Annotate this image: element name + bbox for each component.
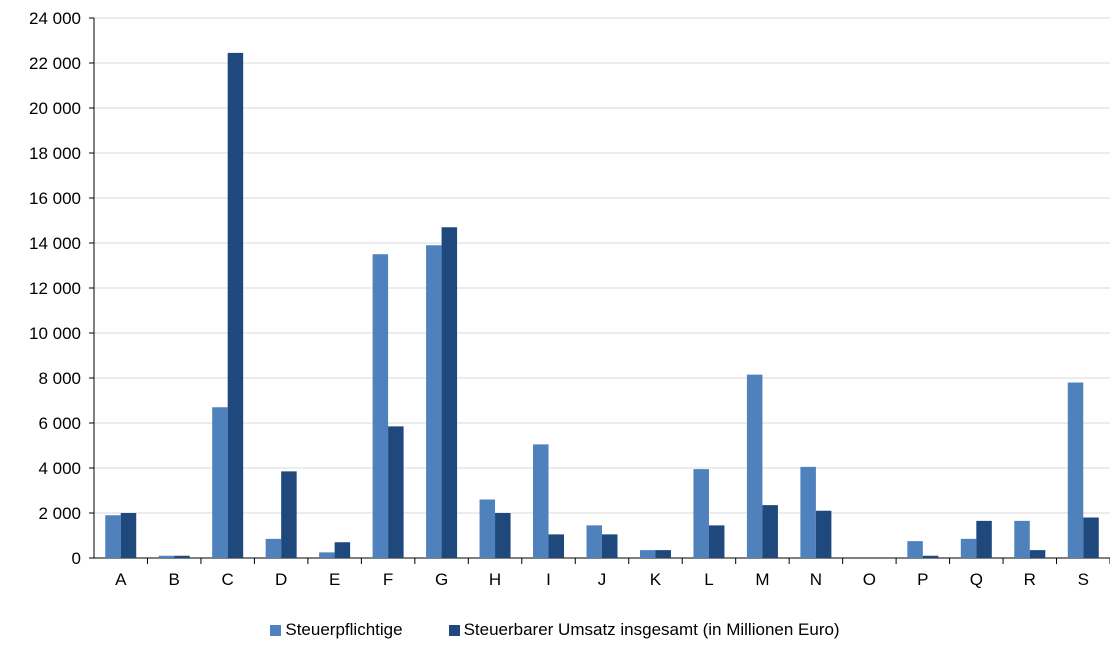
legend-item-series-2: Steuerbarer Umsatz insgesamt (in Million… (448, 620, 840, 640)
bar-Q-series-2 (976, 520, 992, 558)
bar-P-series-2 (922, 555, 939, 558)
bar-C-series-1 (212, 407, 228, 558)
x-tick-label: N (810, 570, 822, 589)
bar-chart: 0 2 000 4 000 6 000 8 000 10 000 12 000 14 000 1… (29, 9, 1110, 589)
bar-C-series-2 (227, 52, 244, 558)
bar-Q-series-1 (960, 538, 977, 558)
legend: Steuerpflichtige Steuerbarer Umsatz insg… (0, 620, 1110, 640)
legend-label: Steuerpflichtige (285, 620, 403, 639)
legend-item-series-1: Steuerpflichtige (270, 620, 403, 640)
bar-A-series-1 (105, 515, 121, 558)
bar-M-series-1 (746, 374, 763, 558)
x-tick-label: Q (970, 570, 983, 589)
bar-J-series-2 (602, 534, 618, 558)
y-tick-label: 22 000 (29, 54, 81, 73)
bar-B-series-1 (158, 555, 175, 558)
bar-L-series-2 (708, 525, 725, 558)
bar-R-series-1 (1014, 520, 1030, 558)
x-tick-label: P (917, 570, 928, 589)
bar-D-series-2 (281, 471, 297, 558)
bar-I-series-2 (548, 534, 565, 558)
x-tick-label: O (863, 570, 876, 589)
bar-H-series-1 (479, 499, 496, 558)
x-tick-label: H (489, 570, 501, 589)
bar-F-series-2 (388, 426, 404, 558)
x-tick-label: G (435, 570, 448, 589)
y-tick-label: 18 000 (29, 144, 81, 163)
x-tick-label: E (329, 570, 340, 589)
bar-G-series-2 (441, 227, 458, 558)
x-tick-label: S (1078, 570, 1089, 589)
x-tick-label: F (383, 570, 393, 589)
bar-M-series-2 (762, 505, 778, 558)
y-tick-label: 16 000 (29, 189, 81, 208)
y-tick-label: 0 (72, 549, 81, 568)
bar-S-series-2 (1083, 517, 1099, 558)
bar-R-series-2 (1029, 550, 1046, 558)
y-tick-label: 2 000 (38, 504, 81, 523)
x-tick-label: J (598, 570, 607, 589)
bar-B-series-2 (174, 555, 190, 558)
legend-swatch (448, 624, 460, 636)
x-tick-label: B (169, 570, 180, 589)
x-tick-label: A (115, 570, 127, 589)
bar-H-series-2 (495, 513, 511, 558)
x-tick-label: C (222, 570, 234, 589)
bar-P-series-1 (907, 541, 923, 558)
legend-swatch (270, 624, 282, 636)
y-tick-label: 20 000 (29, 99, 81, 118)
bar-G-series-1 (426, 245, 442, 558)
legend-label: Steuerbarer Umsatz insgesamt (in Million… (463, 620, 840, 639)
bar-K-series-1 (639, 550, 656, 558)
y-tick-label: 8 000 (38, 369, 81, 388)
x-tick-label: D (275, 570, 287, 589)
bar-N-series-1 (800, 466, 816, 558)
x-tick-label: I (546, 570, 551, 589)
y-tick-label: 12 000 (29, 279, 81, 298)
bar-D-series-1 (265, 538, 282, 558)
bar-F-series-1 (372, 254, 389, 558)
x-tick-label: M (755, 570, 769, 589)
y-tick-label: 4 000 (38, 459, 81, 478)
y-tick-label: 24 000 (29, 9, 81, 28)
x-tick-label: R (1024, 570, 1036, 589)
bar-K-series-2 (655, 550, 671, 558)
y-tick-label: 6 000 (38, 414, 81, 433)
x-tick-label: L (704, 570, 713, 589)
bar-I-series-1 (533, 444, 549, 558)
y-tick-label: 14 000 (29, 234, 81, 253)
bar-E-series-1 (319, 552, 335, 558)
bar-L-series-1 (693, 469, 709, 558)
bar-A-series-2 (120, 513, 137, 558)
bar-N-series-2 (815, 510, 832, 558)
y-tick-label: 10 000 (29, 324, 81, 343)
x-tick-label: K (650, 570, 662, 589)
bar-J-series-1 (586, 525, 602, 558)
bar-E-series-2 (334, 542, 351, 558)
bar-S-series-1 (1067, 382, 1084, 558)
